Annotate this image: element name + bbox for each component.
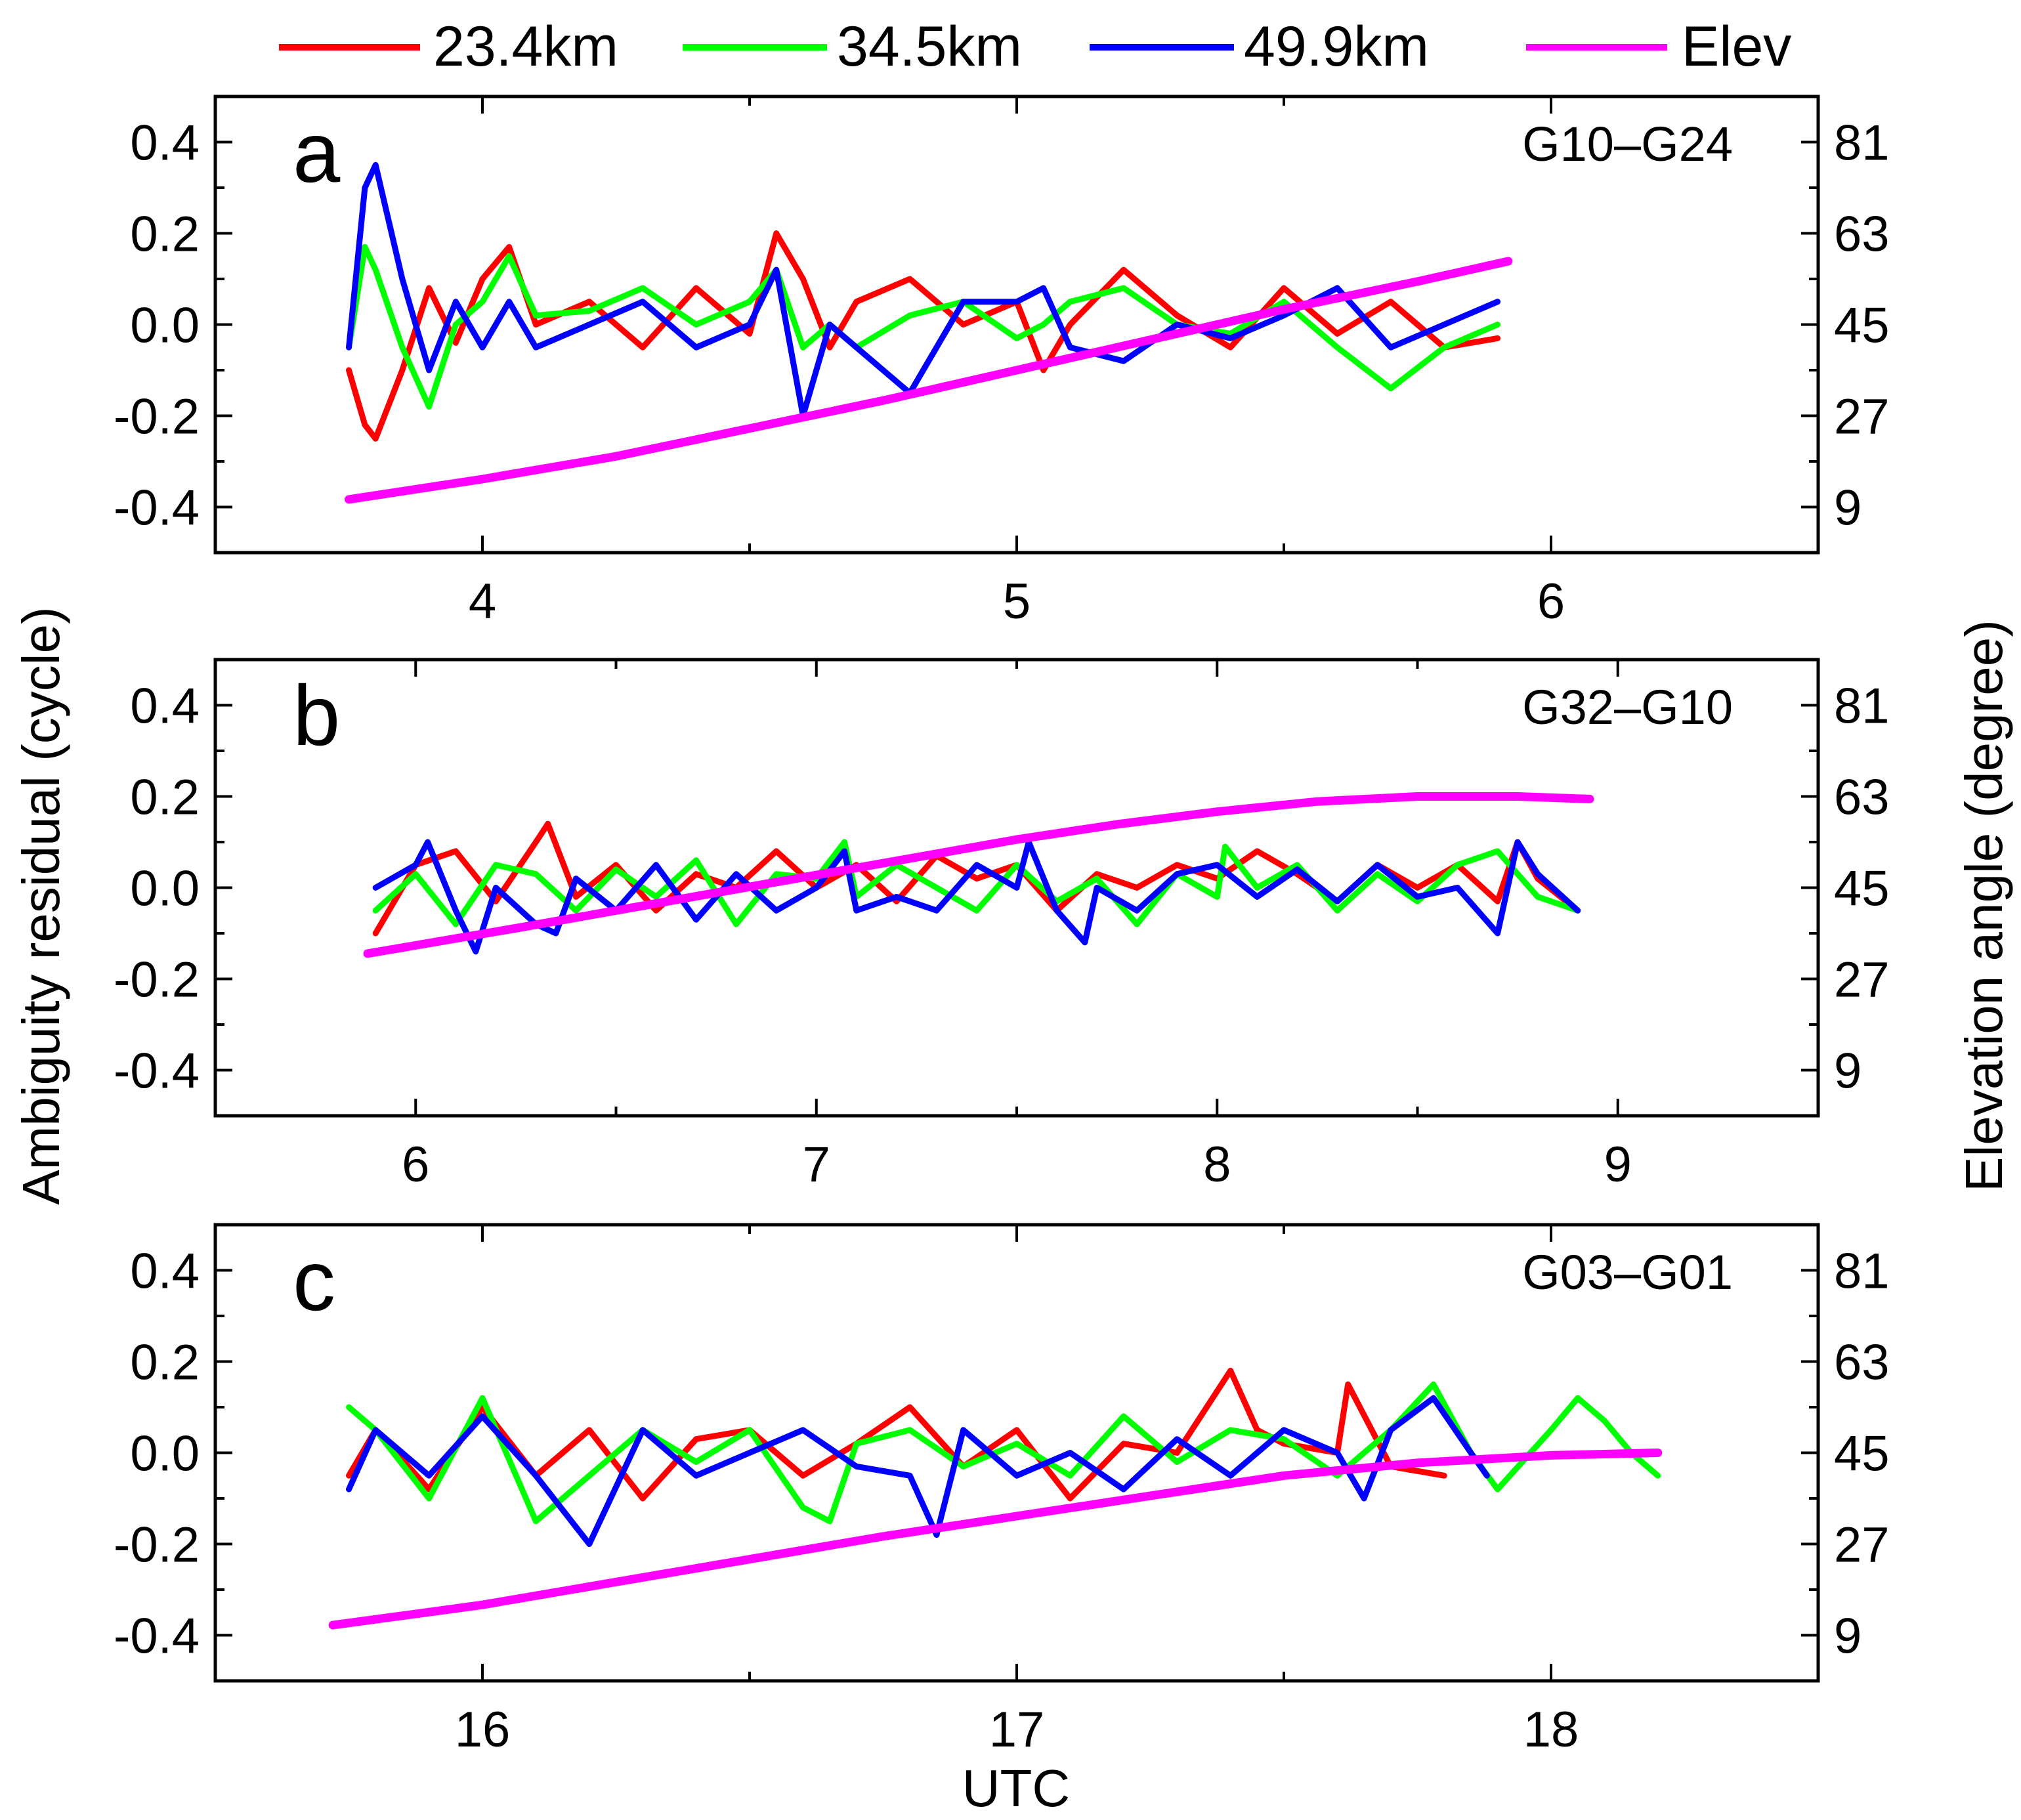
y2-tick-label-c-9: 9 [1834,1609,1861,1664]
panel-b: 6 7 8 9 0.4 0.2 0.0 -0.2 -0.4 81 63 45 27 9 b G32–G10 [114,658,1890,1193]
y2-tick-label-a-81: 81 [1834,116,1890,171]
pair-label-a: G10–G24 [1522,117,1733,171]
x-tick-label-b-8: 8 [1203,1137,1231,1193]
y2-tick-label-c-81: 81 [1834,1244,1890,1300]
series-group-c [328,1367,1663,1630]
y-tick-label-c-0-2: -0.2 [114,1517,200,1573]
y2-tick-label-c-45: 45 [1834,1426,1890,1482]
x-tick-label-c-17: 17 [989,1702,1045,1758]
panel-letter-c: c [293,1233,335,1328]
series-line-c-elev [328,1449,1663,1630]
legend-label-elev: Elev [1682,15,1791,78]
y-tick-label-b-0-4: 0.4 [130,679,200,734]
y-tick-label-b-0-0: 0.0 [130,861,200,917]
y-tick-label-b-0-2: 0.2 [130,770,200,826]
x-tick-label-a-6: 6 [1537,574,1565,629]
x-tick-label-b-6: 6 [402,1137,429,1193]
y2-tick-label-a-63: 63 [1834,207,1890,263]
y2-tick-label-a-9: 9 [1834,480,1861,536]
legend-label-34-5km: 34.5km [837,15,1022,78]
x-tick-label-c-18: 18 [1523,1702,1579,1758]
y-tick-label-c-0-4: 0.4 [130,1244,200,1300]
series-line-a-49-9km [346,161,1501,419]
y-tick-label-a-0-2: -0.2 [114,389,200,445]
y-tick-label-a-0-2: 0.2 [130,207,200,263]
panel-c: 16 17 18 0.4 0.2 0.0 -0.2 -0.4 81 63 45 27 9 c G03–G01 [114,1223,1890,1758]
series-line-a-elev [345,257,1513,504]
y2-tick-label-a-45: 45 [1834,298,1890,354]
y2-tick-label-c-63: 63 [1834,1335,1890,1391]
y2-tick-label-a-27: 27 [1834,389,1890,445]
pair-label-c: G03–G01 [1522,1245,1733,1300]
x-tick-label-b-9: 9 [1604,1137,1632,1193]
pair-label-b: G32–G10 [1522,680,1733,734]
series-line-b-23-4km [372,820,1581,937]
plot-frame-a [213,95,1820,555]
y-tick-label-a-0-0: 0.0 [130,298,200,354]
y2-tick-label-b-9: 9 [1834,1044,1861,1099]
series-line-b-34-5km [372,839,1581,927]
y2-tick-label-b-63: 63 [1834,770,1890,826]
legend: 23.4km 34.5km 49.9km Elev [279,15,1791,78]
y-tick-label-c-0-0: 0.0 [130,1426,200,1482]
legend-label-23-4km: 23.4km [433,15,618,78]
y-tick-label-c-0-2: 0.2 [130,1335,200,1391]
panel-letter-b: b [293,667,340,763]
series-line-b-elev [363,792,1594,958]
x-tick-label-c-16: 16 [455,1702,511,1758]
series-line-a-34-5km [346,243,1501,410]
series-line-c-49-9km [346,1395,1490,1547]
y2-tick-label-b-27: 27 [1834,952,1890,1008]
panel-letter-a: a [293,104,341,200]
y-tick-label-a-0-4: -0.4 [114,480,200,536]
plot-frame-c [213,1223,1820,1683]
y-tick-label-a-0-4: 0.4 [130,116,200,171]
series-line-c-34-5km [346,1381,1661,1525]
right-axis-title: Elevation angle (degree) [1955,620,2013,1192]
y-tick-label-b-0-4: -0.4 [114,1044,200,1099]
y2-tick-label-c-27: 27 [1834,1517,1890,1573]
y-tick-label-c-0-4: -0.4 [114,1609,200,1664]
series-group-a [345,161,1513,504]
series-group-b [363,792,1594,958]
left-axis-title: Ambiguity residual (cycle) [12,606,70,1204]
legend-label-49-9km: 49.9km [1244,15,1429,78]
x-tick-label-a-4: 4 [469,574,496,629]
y2-tick-label-b-45: 45 [1834,861,1890,917]
x-tick-label-a-5: 5 [1003,574,1031,629]
y-tick-label-b-0-2: -0.2 [114,952,200,1008]
x-tick-label-b-7: 7 [803,1137,830,1193]
y2-tick-label-b-81: 81 [1834,679,1890,734]
x-axis-title: UTC [962,1759,1070,1817]
series-line-b-49-9km [372,839,1581,955]
plot-frame-b [213,658,1820,1118]
